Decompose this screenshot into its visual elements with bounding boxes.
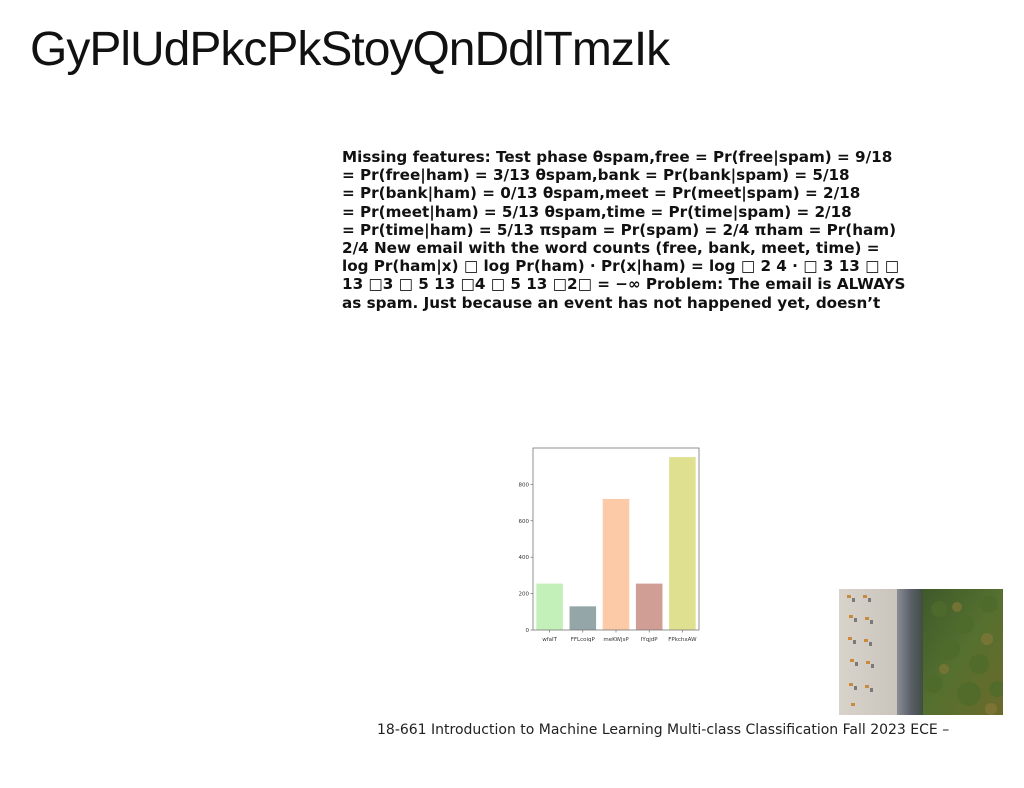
bar-FPkchxAW <box>669 457 696 630</box>
y-tick-label: 200 <box>519 592 530 598</box>
body-line: Missing features: Test phase θspam,free … <box>342 148 893 166</box>
bar-FFLcoiqP <box>569 606 597 630</box>
y-tick-label: 400 <box>519 555 530 561</box>
y-tick-label: 0 <box>526 628 530 634</box>
bar-IYqjdP <box>635 583 663 630</box>
plot-frame <box>532 447 700 631</box>
body-line: 2/4 New email with the word counts (free… <box>342 239 880 258</box>
x-tick-label: IYqjdP <box>641 637 658 643</box>
slide-body-text: Missing features: Test phase θspam,free … <box>342 148 962 312</box>
bar-chart: wfaIT FFLcoiqP meKWjsP IYqjdP FPkchxAW 0 200 40… <box>512 444 708 650</box>
bar-wfaIT <box>536 583 563 630</box>
x-tick-label: wfaIT <box>542 637 557 643</box>
slide-title: GyPlUdPkcPkStoyQnDdlTmzIk <box>30 23 670 76</box>
x-tick-label: FPkchxAW <box>668 637 697 643</box>
x-tick-label: meKWjsP <box>603 637 629 643</box>
body-line: 13 □3 □ 5 13 □4 □ 5 13 □2□ = −∞ Problem:… <box>342 275 906 294</box>
x-tick-label: FFLcoiqP <box>571 637 596 643</box>
aerial-beach-photo-image <box>839 589 1003 715</box>
aerial-beach-photo <box>839 589 1003 715</box>
slide-footer: 18-661 Introduction to Machine Learning … <box>377 722 950 738</box>
bar-meKWjsP <box>602 498 630 630</box>
y-tick-label: 600 <box>519 519 530 525</box>
bar-chart-svg: wfaIT FFLcoiqP meKWjsP IYqjdP FPkchxAW 0 200 40… <box>519 447 700 643</box>
body-line: = Pr(bank|ham) = 0/13 θspam,meet = Pr(me… <box>342 184 861 203</box>
body-line: = Pr(meet|ham) = 5/13 θspam,time = Pr(ti… <box>342 202 852 221</box>
y-tick-label: 800 <box>519 482 530 488</box>
body-line: = Pr(time|ham) = 5/13 πspam = Pr(spam) =… <box>342 220 897 239</box>
body-line: = Pr(free|ham) = 3/13 θspam,bank = Pr(ba… <box>342 166 850 185</box>
body-line: log Pr(ham|x) □ log Pr(ham) · Pr(x|ham) … <box>342 257 900 276</box>
body-line: as spam. Just because an event has not h… <box>342 293 881 312</box>
